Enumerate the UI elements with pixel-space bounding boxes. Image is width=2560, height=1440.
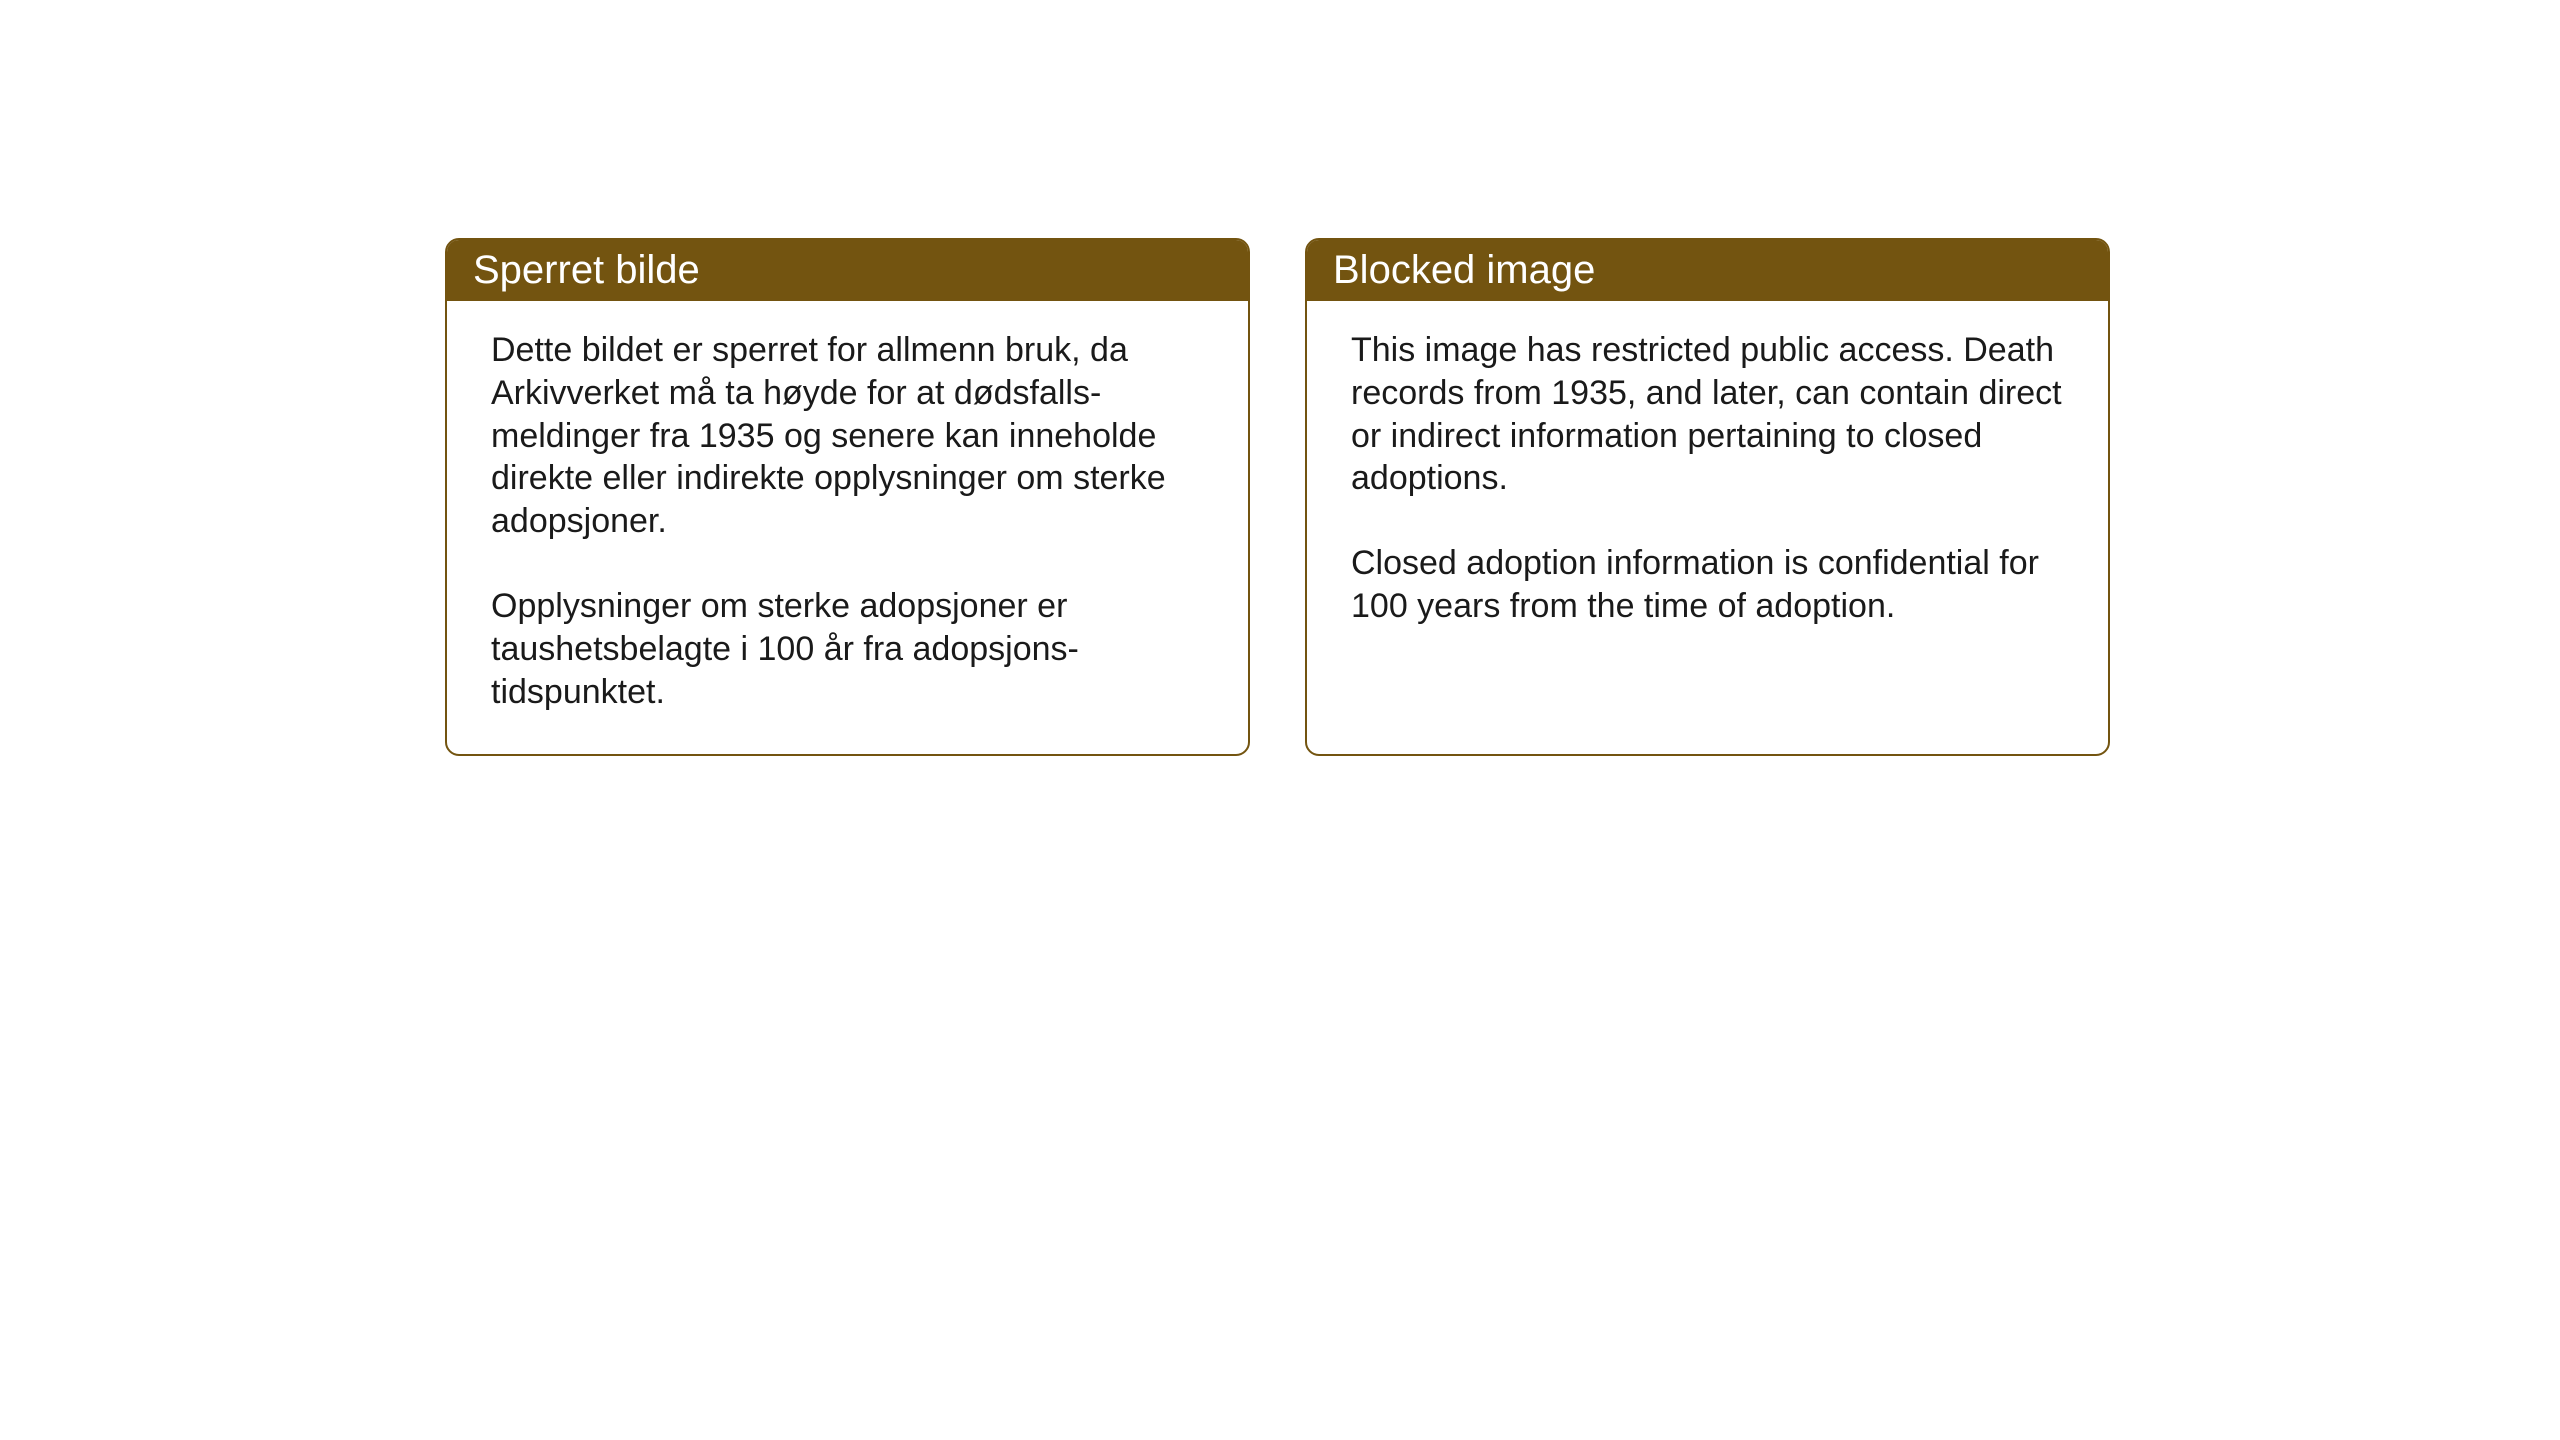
card-text-english-p2: Closed adoption information is confident… — [1351, 542, 2064, 628]
notice-card-english: Blocked image This image has restricted … — [1305, 238, 2110, 756]
notice-card-norwegian: Sperret bilde Dette bildet er sperret fo… — [445, 238, 1250, 756]
card-header-english: Blocked image — [1307, 240, 2108, 301]
card-text-english-p1: This image has restricted public access.… — [1351, 329, 2064, 500]
card-text-norwegian-p2: Opplysninger om sterke adopsjoner er tau… — [491, 585, 1204, 713]
notice-container: Sperret bilde Dette bildet er sperret fo… — [445, 238, 2110, 756]
card-body-norwegian: Dette bildet er sperret for allmenn bruk… — [447, 301, 1248, 754]
card-header-norwegian: Sperret bilde — [447, 240, 1248, 301]
card-body-english: This image has restricted public access.… — [1307, 301, 2108, 668]
card-title-norwegian: Sperret bilde — [473, 248, 700, 292]
card-title-english: Blocked image — [1333, 248, 1595, 292]
card-text-norwegian-p1: Dette bildet er sperret for allmenn bruk… — [491, 329, 1204, 543]
